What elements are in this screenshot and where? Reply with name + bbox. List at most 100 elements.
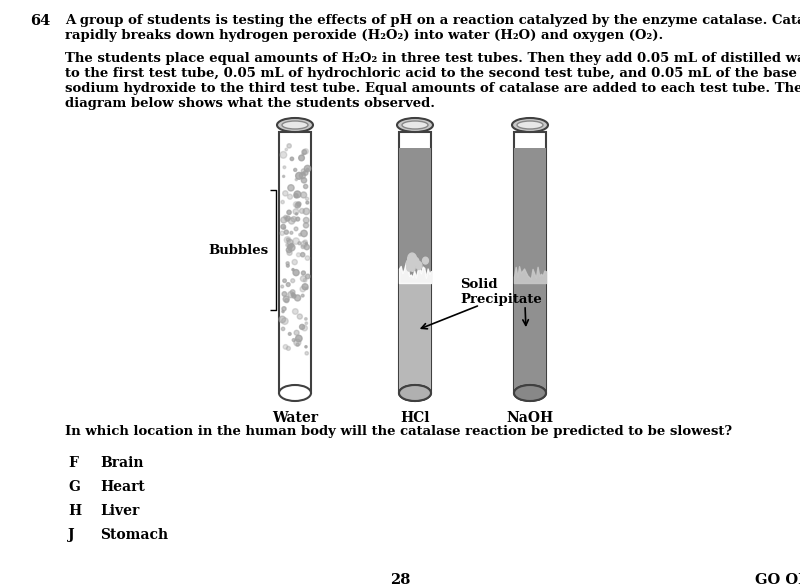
- Circle shape: [302, 153, 304, 156]
- Circle shape: [279, 316, 286, 323]
- Circle shape: [287, 144, 291, 148]
- Circle shape: [286, 216, 290, 221]
- Circle shape: [305, 346, 307, 348]
- Circle shape: [280, 231, 284, 235]
- Circle shape: [290, 290, 295, 295]
- Circle shape: [286, 282, 290, 286]
- Circle shape: [294, 191, 301, 198]
- Circle shape: [293, 209, 298, 214]
- Circle shape: [306, 287, 308, 289]
- Text: Solid: Solid: [460, 278, 498, 291]
- Text: diagram below shows what the students observed.: diagram below shows what the students ob…: [65, 97, 435, 110]
- Circle shape: [301, 252, 305, 257]
- Ellipse shape: [414, 258, 419, 266]
- Circle shape: [281, 224, 286, 229]
- Circle shape: [290, 279, 294, 283]
- Circle shape: [302, 294, 304, 297]
- Text: J: J: [68, 528, 74, 542]
- Circle shape: [306, 242, 307, 245]
- Circle shape: [292, 294, 296, 298]
- Circle shape: [286, 264, 290, 267]
- Circle shape: [282, 191, 288, 196]
- Circle shape: [282, 292, 286, 296]
- Circle shape: [296, 173, 302, 179]
- Circle shape: [295, 212, 298, 215]
- Text: Stomach: Stomach: [100, 528, 168, 542]
- Circle shape: [306, 274, 310, 279]
- Circle shape: [294, 202, 299, 207]
- Circle shape: [283, 166, 286, 168]
- Text: NaOH: NaOH: [506, 411, 554, 425]
- Circle shape: [291, 217, 297, 222]
- Circle shape: [290, 231, 293, 234]
- Ellipse shape: [410, 256, 418, 265]
- Circle shape: [304, 166, 310, 172]
- Bar: [399, 148, 431, 283]
- Circle shape: [294, 227, 298, 231]
- Text: Heart: Heart: [100, 480, 145, 494]
- Circle shape: [284, 215, 287, 219]
- Circle shape: [305, 322, 307, 325]
- Text: Water: Water: [272, 411, 318, 425]
- Ellipse shape: [514, 385, 546, 401]
- Circle shape: [286, 346, 290, 350]
- Ellipse shape: [397, 118, 433, 132]
- Ellipse shape: [277, 118, 313, 132]
- Bar: [514, 132, 546, 393]
- Circle shape: [298, 234, 302, 236]
- Circle shape: [288, 185, 294, 191]
- Circle shape: [295, 178, 298, 181]
- Circle shape: [292, 269, 294, 271]
- Bar: [514, 283, 546, 393]
- Text: F: F: [68, 456, 78, 470]
- Circle shape: [303, 240, 307, 244]
- Circle shape: [283, 227, 286, 229]
- Circle shape: [288, 292, 294, 298]
- Text: HCl: HCl: [400, 411, 430, 425]
- Circle shape: [301, 245, 305, 249]
- Circle shape: [291, 293, 294, 296]
- Circle shape: [287, 250, 292, 255]
- Circle shape: [285, 299, 289, 303]
- Circle shape: [298, 242, 301, 245]
- Circle shape: [280, 151, 286, 158]
- Circle shape: [303, 149, 308, 154]
- Circle shape: [294, 168, 297, 171]
- Circle shape: [302, 169, 306, 173]
- Circle shape: [301, 230, 307, 237]
- Text: Bubbles: Bubbles: [208, 244, 268, 257]
- Circle shape: [286, 262, 289, 265]
- Circle shape: [299, 325, 305, 329]
- Text: Liver: Liver: [100, 504, 139, 518]
- Circle shape: [283, 345, 288, 349]
- Circle shape: [285, 218, 289, 221]
- Circle shape: [282, 327, 285, 330]
- Circle shape: [281, 217, 287, 223]
- Ellipse shape: [410, 263, 415, 271]
- Ellipse shape: [512, 118, 548, 132]
- Ellipse shape: [402, 121, 428, 129]
- Circle shape: [286, 244, 288, 247]
- Circle shape: [294, 330, 299, 335]
- Circle shape: [299, 208, 305, 213]
- Text: 64: 64: [30, 14, 50, 28]
- Bar: [279, 132, 311, 393]
- Ellipse shape: [408, 253, 417, 265]
- Circle shape: [290, 244, 294, 247]
- Circle shape: [287, 245, 292, 249]
- Ellipse shape: [422, 257, 429, 264]
- Text: GO ON: GO ON: [755, 573, 800, 587]
- Circle shape: [283, 296, 290, 302]
- Circle shape: [281, 200, 284, 204]
- Circle shape: [284, 237, 291, 243]
- Circle shape: [292, 259, 298, 265]
- Circle shape: [293, 238, 299, 244]
- Circle shape: [302, 325, 307, 331]
- Circle shape: [282, 318, 288, 325]
- Circle shape: [304, 244, 310, 249]
- Circle shape: [282, 306, 286, 311]
- Circle shape: [286, 238, 290, 241]
- Circle shape: [300, 286, 306, 292]
- Circle shape: [301, 241, 307, 247]
- Ellipse shape: [399, 385, 431, 401]
